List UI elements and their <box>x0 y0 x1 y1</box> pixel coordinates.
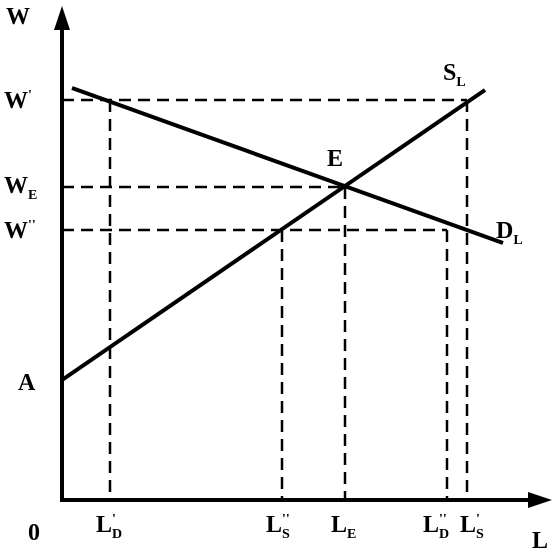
x-label: L <box>96 512 112 538</box>
x-label-sub: S <box>282 527 290 542</box>
x-label-sup: '' <box>282 512 290 527</box>
x-label-sup: '' <box>439 512 447 527</box>
x-axis-label: L <box>532 528 548 554</box>
demand-label: D <box>496 218 513 244</box>
x-label: L <box>460 512 476 538</box>
x-label: L <box>266 512 282 538</box>
y-axis-label: W <box>6 4 30 30</box>
x-arrow <box>528 492 552 508</box>
point-a-label: A <box>18 370 36 396</box>
y-label-sup: '' <box>28 218 36 233</box>
y-label: W <box>4 218 28 244</box>
x-label: L <box>331 512 347 538</box>
x-label-sub: E <box>347 527 356 542</box>
y-label-sub: E <box>28 188 37 203</box>
supply-label: S <box>443 60 456 86</box>
guides <box>62 98 469 500</box>
x-label-sub: S <box>476 527 484 542</box>
supply-label-sub: L <box>456 75 465 90</box>
axes <box>54 6 552 508</box>
x-label-sup: ' <box>476 512 480 527</box>
x-label-sub: D <box>439 527 449 542</box>
x-label-sub: D <box>112 527 122 542</box>
y-arrow <box>54 6 70 30</box>
y-label: W <box>4 88 28 114</box>
x-label: L <box>423 512 439 538</box>
x-label-sup: ' <box>112 512 116 527</box>
demand-label-sub: L <box>513 233 522 248</box>
demand-curve <box>71 86 504 245</box>
y-label: W <box>4 173 28 199</box>
origin-label: 0 <box>28 520 40 546</box>
y-label-sup: ' <box>28 88 32 103</box>
point-e-label: E <box>327 146 343 172</box>
supply-curve <box>60 88 487 382</box>
